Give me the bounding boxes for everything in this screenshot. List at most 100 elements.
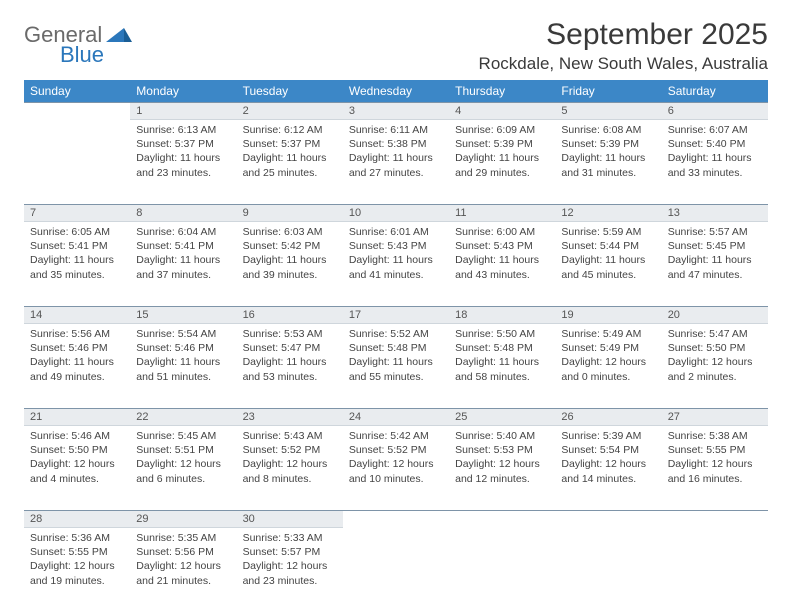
day-cell-body: Sunrise: 5:49 AMSunset: 5:49 PMDaylight:… <box>555 324 661 390</box>
sunrise-line: Sunrise: 5:40 AM <box>455 430 535 442</box>
daynum: 1 <box>130 103 236 120</box>
logo-text: General Blue <box>24 24 104 66</box>
sunset-line: Sunset: 5:46 PM <box>30 342 108 354</box>
daynum-row: 21222324252627 <box>24 409 768 426</box>
sunrise-line: Sunrise: 6:05 AM <box>30 226 110 238</box>
sunset-line: Sunset: 5:49 PM <box>561 342 639 354</box>
week-row: Sunrise: 6:13 AMSunset: 5:37 PMDaylight:… <box>24 120 768 205</box>
sunset-line: Sunset: 5:40 PM <box>668 138 746 150</box>
daynum: 9 <box>237 205 343 222</box>
day-cell-body: Sunrise: 5:59 AMSunset: 5:44 PMDaylight:… <box>555 222 661 288</box>
daylight-line: Daylight: 11 hours and 43 minutes. <box>455 254 539 280</box>
day-cell: Sunrise: 6:04 AMSunset: 5:41 PMDaylight:… <box>130 222 236 307</box>
sunrise-line: Sunrise: 6:00 AM <box>455 226 535 238</box>
day-cell: Sunrise: 5:45 AMSunset: 5:51 PMDaylight:… <box>130 426 236 511</box>
week-row: Sunrise: 5:46 AMSunset: 5:50 PMDaylight:… <box>24 426 768 511</box>
day-cell: Sunrise: 5:40 AMSunset: 5:53 PMDaylight:… <box>449 426 555 511</box>
sunset-line: Sunset: 5:52 PM <box>243 444 321 456</box>
day-cell: Sunrise: 5:57 AMSunset: 5:45 PMDaylight:… <box>662 222 768 307</box>
day-cell: Sunrise: 6:03 AMSunset: 5:42 PMDaylight:… <box>237 222 343 307</box>
day-cell: Sunrise: 5:59 AMSunset: 5:44 PMDaylight:… <box>555 222 661 307</box>
sunset-line: Sunset: 5:41 PM <box>136 240 214 252</box>
sunrise-line: Sunrise: 5:50 AM <box>455 328 535 340</box>
sunset-line: Sunset: 5:43 PM <box>349 240 427 252</box>
weekday-header: Monday <box>130 80 236 103</box>
daylight-line: Daylight: 11 hours and 25 minutes. <box>243 152 327 178</box>
sunset-line: Sunset: 5:56 PM <box>136 546 214 558</box>
daynum: 27 <box>662 409 768 426</box>
day-cell: Sunrise: 6:01 AMSunset: 5:43 PMDaylight:… <box>343 222 449 307</box>
daylight-line: Daylight: 12 hours and 8 minutes. <box>243 458 328 484</box>
month-title: September 2025 <box>479 18 768 52</box>
day-cell-body: Sunrise: 6:03 AMSunset: 5:42 PMDaylight:… <box>237 222 343 288</box>
sunset-line: Sunset: 5:54 PM <box>561 444 639 456</box>
daynum: 10 <box>343 205 449 222</box>
sunset-line: Sunset: 5:55 PM <box>668 444 746 456</box>
sunset-line: Sunset: 5:37 PM <box>136 138 214 150</box>
day-cell-body: Sunrise: 5:35 AMSunset: 5:56 PMDaylight:… <box>130 528 236 594</box>
daylight-line: Daylight: 12 hours and 16 minutes. <box>668 458 753 484</box>
daynum-row: 123456 <box>24 103 768 120</box>
sunrise-line: Sunrise: 5:57 AM <box>668 226 748 238</box>
daylight-line: Daylight: 11 hours and 31 minutes. <box>561 152 645 178</box>
sunrise-line: Sunrise: 5:46 AM <box>30 430 110 442</box>
weekday-header: Tuesday <box>237 80 343 103</box>
sunset-line: Sunset: 5:47 PM <box>243 342 321 354</box>
daynum-empty <box>343 511 449 528</box>
sunset-line: Sunset: 5:41 PM <box>30 240 108 252</box>
sunrise-line: Sunrise: 5:45 AM <box>136 430 216 442</box>
daylight-line: Daylight: 11 hours and 39 minutes. <box>243 254 327 280</box>
week-row: Sunrise: 5:56 AM Sunset: 5:46 PM Daylight:… <box>24 324 768 409</box>
day-cell-body: Sunrise: 5:38 AMSunset: 5:55 PMDaylight:… <box>662 426 768 492</box>
day-cell-body: Sunrise: 6:01 AMSunset: 5:43 PMDaylight:… <box>343 222 449 288</box>
logo: General Blue <box>24 18 132 66</box>
sunset-line: Sunset: 5:48 PM <box>455 342 533 354</box>
day-cell: Sunrise: 6:12 AMSunset: 5:37 PMDaylight:… <box>237 120 343 205</box>
day-cell: Sunrise: 5:35 AMSunset: 5:56 PMDaylight:… <box>130 528 236 612</box>
sunrise-line: Sunrise: 5:49 AM <box>561 328 641 340</box>
daynum: 7 <box>24 205 130 222</box>
day-cell: Sunrise: 6:00 AM Sunset: 5:43 PM Daylight:… <box>449 222 555 307</box>
daynum: 8 <box>130 205 236 222</box>
daynum: 2 <box>237 103 343 120</box>
calendar-body: 123456Sunrise: 6:13 AMSunset: 5:37 PMDay… <box>24 103 768 612</box>
day-cell: Sunrise: 5:52 AMSunset: 5:48 PMDaylight:… <box>343 324 449 409</box>
day-cell-body: Sunrise: 6:08 AM Sunset: 5:39 PM Daylight:… <box>555 120 661 186</box>
daynum: 3 <box>343 103 449 120</box>
daylight-line: Daylight: 12 hours and 23 minutes. <box>243 560 328 586</box>
daylight-line: Daylight: 12 hours and 14 minutes. <box>561 458 646 484</box>
sunrise-line: Sunrise: 6:07 AM <box>668 124 748 136</box>
sunrise-line: Sunrise: 6:11 AM <box>349 124 428 136</box>
day-cell: Sunrise: 5:53 AMSunset: 5:47 PMDaylight:… <box>237 324 343 409</box>
day-cell-body: Sunrise: 6:13 AMSunset: 5:37 PMDaylight:… <box>130 120 236 186</box>
daynum: 24 <box>343 409 449 426</box>
sunrise-line: Sunrise: 6:08 AM <box>561 124 641 136</box>
day-cell-body: Sunrise: 5:56 AMSunset: 5:46 PMDaylight:… <box>24 324 130 390</box>
day-cell: Sunrise: 5:42 AMSunset: 5:52 PMDaylight:… <box>343 426 449 511</box>
weekday-header: Friday <box>555 80 661 103</box>
day-cell-body: Sunrise: 5:50 AMSunset: 5:48 PMDaylight:… <box>449 324 555 390</box>
day-cell-body: Sunrise: 5:42 AMSunset: 5:52 PMDaylight:… <box>343 426 449 492</box>
sunset-line: Sunset: 5:51 PM <box>136 444 214 456</box>
daylight-line: Daylight: 11 hours and 29 minutes. <box>455 152 539 178</box>
day-cell: Sunrise: 6:13 AMSunset: 5:37 PMDaylight:… <box>130 120 236 205</box>
day-cell-body: Sunrise: 5:47 AMSunset: 5:50 PMDaylight:… <box>662 324 768 390</box>
day-cell: Sunrise: 6:09 AMSunset: 5:39 PMDaylight:… <box>449 120 555 205</box>
sunrise-line: Sunrise: 5:56 AM <box>30 328 110 340</box>
day-cell-body: Sunrise: 5:54 AMSunset: 5:46 PMDaylight:… <box>130 324 236 390</box>
day-cell-body: Sunrise: 5:43 AMSunset: 5:52 PMDaylight:… <box>237 426 343 492</box>
day-cell-body: Sunrise: 5:40 AMSunset: 5:53 PMDaylight:… <box>449 426 555 492</box>
sunrise-line: Sunrise: 5:33 AM <box>243 532 323 544</box>
sunrise-line: Sunrise: 6:12 AM <box>243 124 323 136</box>
day-cell: Sunrise: 5:56 AMSunset: 5:46 PMDaylight:… <box>24 324 130 409</box>
daylight-line: Daylight: 12 hours and 2 minutes. <box>668 356 753 382</box>
sunset-line: Sunset: 5:39 PM <box>561 138 639 150</box>
sunset-line: Sunset: 5:43 PM <box>455 240 533 252</box>
sunrise-line: Sunrise: 5:54 AM <box>136 328 216 340</box>
daynum: 20 <box>662 307 768 324</box>
day-cell-empty <box>555 528 661 612</box>
sunrise-line: Sunrise: 5:53 AM <box>243 328 323 340</box>
daynum: 11 <box>449 205 555 222</box>
daynum: 6 <box>662 103 768 120</box>
sunrise-line: Sunrise: 5:42 AM <box>349 430 429 442</box>
